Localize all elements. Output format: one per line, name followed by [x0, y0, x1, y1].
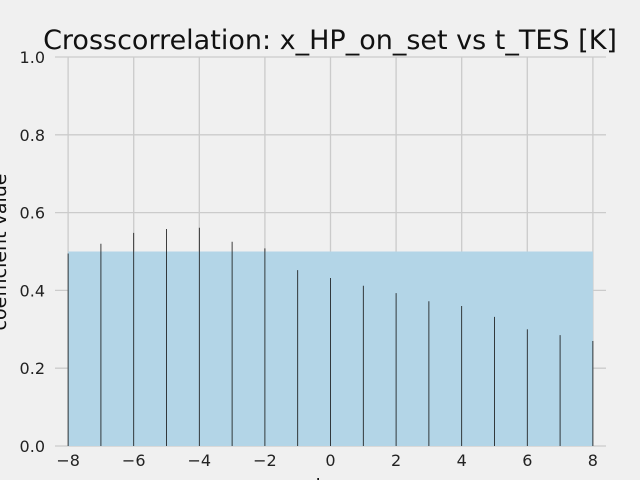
x-tick-labels: −8 −6 −4 −2 0 2 4 6 8: [56, 451, 598, 470]
x-tick-label: 6: [522, 451, 532, 470]
y-tick-label: 0.8: [20, 126, 45, 145]
y-tick-label: 0.0: [20, 437, 45, 456]
x-tick-label: 8: [588, 451, 598, 470]
x-tick-label: 4: [457, 451, 467, 470]
y-tick-labels: 0.0 0.2 0.4 0.6 0.8 1.0: [20, 48, 45, 456]
y-axis-label: coefficient value: [0, 174, 11, 331]
x-axis-label: lag: [316, 475, 345, 480]
bars: [67, 227, 594, 446]
x-tick-label: −4: [188, 451, 212, 470]
x-tick-label: 0: [325, 451, 335, 470]
y-tick-label: 1.0: [20, 48, 45, 67]
x-tick-label: 2: [391, 451, 401, 470]
chart-title: Crosscorrelation: x_HP_on_set vs t_TES […: [43, 25, 617, 56]
y-tick-label: 0.6: [20, 204, 45, 223]
x-tick-label: −2: [253, 451, 277, 470]
x-tick-label: −6: [122, 451, 146, 470]
y-tick-label: 0.4: [20, 281, 45, 300]
x-tick-label: −8: [56, 451, 80, 470]
y-tick-label: 0.2: [20, 359, 45, 378]
